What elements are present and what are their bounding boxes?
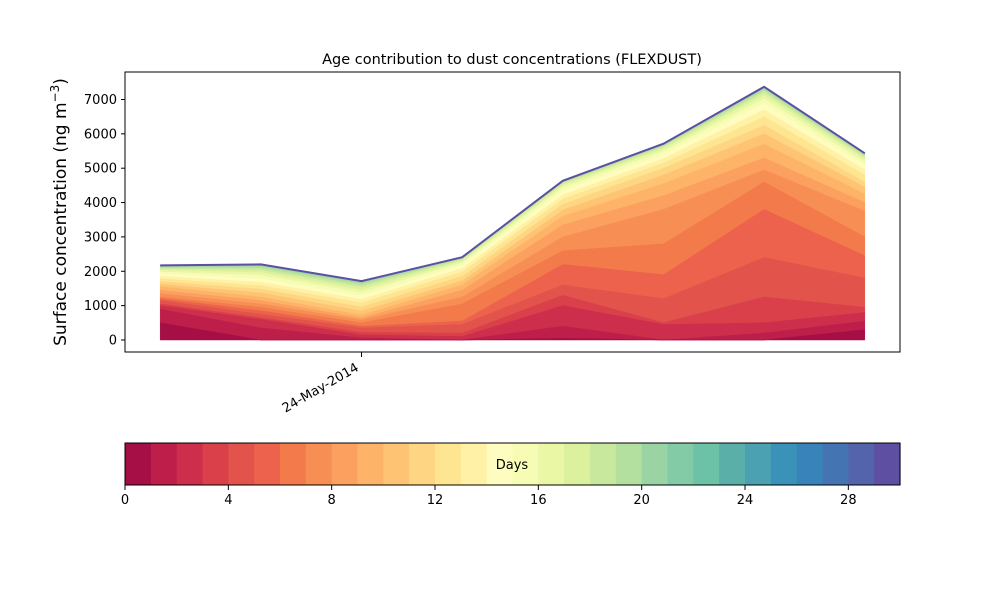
colorbar-swatch xyxy=(667,443,694,485)
colorbar-swatch xyxy=(538,443,565,485)
colorbar-swatch xyxy=(331,443,359,485)
colorbar-label: Days xyxy=(496,458,529,473)
colorbar-swatch xyxy=(409,443,436,485)
colorbar-swatch xyxy=(641,443,669,485)
colorbar-swatch xyxy=(383,443,410,485)
colorbar-tick-label: 4 xyxy=(224,493,232,508)
stacked-areas xyxy=(159,85,866,341)
colorbar-swatch xyxy=(822,443,849,485)
y-tick-label: 7000 xyxy=(84,93,117,108)
colorbar-swatch xyxy=(486,443,514,485)
y-axis-label-close: ) xyxy=(51,78,71,85)
y-tick-label: 4000 xyxy=(84,196,117,211)
colorbar-tick-label: 16 xyxy=(530,493,547,508)
colorbar-swatch xyxy=(228,443,255,485)
colorbar-swatch xyxy=(202,443,229,485)
colorbar-tick-label: 24 xyxy=(737,493,754,508)
y-tick-label: 5000 xyxy=(84,162,117,177)
colorbar-swatch xyxy=(693,443,720,485)
colorbar-swatch xyxy=(435,443,462,485)
colorbar-swatch xyxy=(874,443,901,485)
colorbar-swatch xyxy=(254,443,281,485)
plot-frame xyxy=(124,71,901,353)
colorbar-tick-label: 20 xyxy=(633,493,650,508)
colorbar-tick-label: 8 xyxy=(328,493,336,508)
y-tick-label: 3000 xyxy=(84,230,117,245)
colorbar-swatch xyxy=(796,443,824,485)
colorbar-swatch xyxy=(719,443,746,485)
colorbar-swatch xyxy=(176,443,204,485)
age-band-0 xyxy=(159,322,866,341)
colorbar-swatch xyxy=(305,443,333,485)
colorbar-swatch xyxy=(615,443,643,485)
colorbar-tick-label: 12 xyxy=(427,493,444,508)
colorbar-swatch xyxy=(280,443,307,485)
y-axis-label-main: Surface concentration (ng m xyxy=(51,102,71,345)
colorbar-swatch xyxy=(150,443,178,485)
y-axis: 0 1000 2000 3000 4000 5000 6000 7000 xyxy=(84,93,125,348)
colorbar-tick-label: 0 xyxy=(121,493,129,508)
colorbar-swatch xyxy=(125,443,152,485)
colorbar: 0 4 8 12 16 20 24 28 xyxy=(121,442,901,508)
x-axis: 24-May-2014 xyxy=(280,352,363,416)
chart-title: Age contribution to dust concentrations … xyxy=(322,52,702,68)
colorbar-swatch xyxy=(770,443,798,485)
colorbar-swatch xyxy=(512,443,539,485)
total-outline xyxy=(160,85,866,283)
colorbar-swatch xyxy=(357,443,384,485)
y-tick-label: 6000 xyxy=(84,127,117,142)
colorbar-swatch xyxy=(564,443,591,485)
y-axis-label-exponent: −3 xyxy=(48,85,62,103)
colorbar-swatch xyxy=(745,443,772,485)
x-tick-label: 24-May-2014 xyxy=(280,360,362,416)
colorbar-swatch xyxy=(460,443,488,485)
y-axis-label: Surface concentration (ng m−3) xyxy=(48,78,71,346)
y-tick-label: 0 xyxy=(109,333,117,348)
colorbar-swatch xyxy=(848,443,875,485)
colorbar-tick-label: 28 xyxy=(840,493,857,508)
colorbar-swatch xyxy=(590,443,617,485)
y-tick-label: 1000 xyxy=(84,299,117,314)
y-tick-label: 2000 xyxy=(84,265,117,280)
colorbar-frame xyxy=(124,442,901,486)
